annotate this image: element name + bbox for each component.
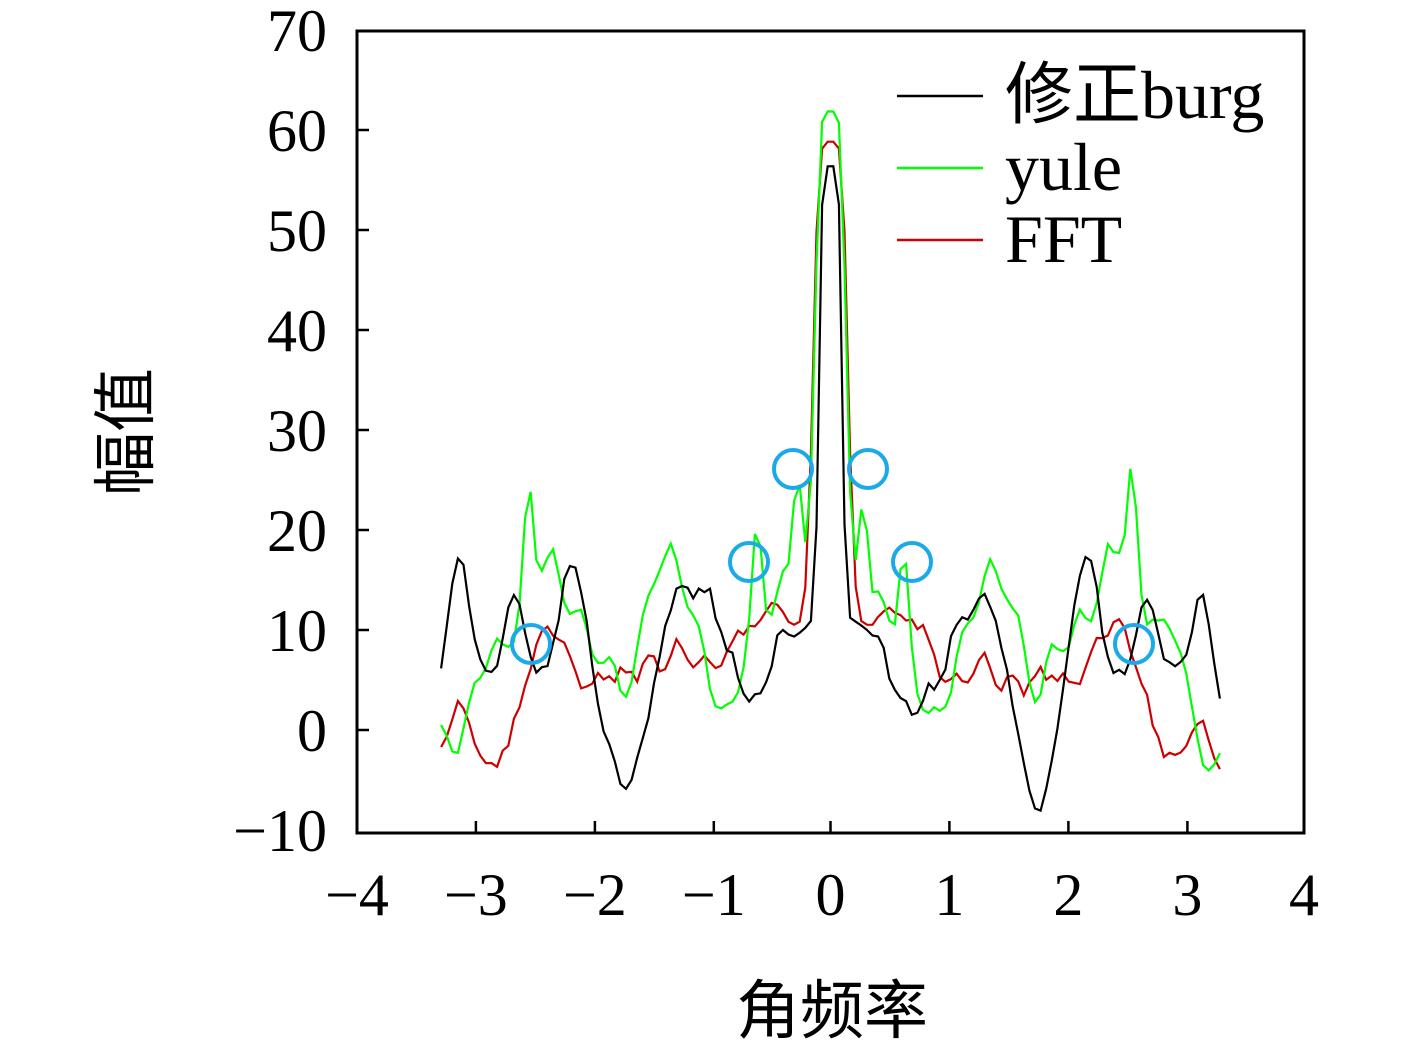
svg-text:−10: −10 [233,798,327,864]
svg-text:−4: −4 [325,862,389,928]
svg-text:角频率: 角频率 [736,976,928,1047]
svg-text:50: 50 [267,198,327,264]
svg-text:−3: −3 [444,862,508,928]
svg-text:−1: −1 [682,862,746,928]
svg-text:−2: −2 [563,862,627,928]
svg-text:40: 40 [267,298,327,364]
svg-text:20: 20 [267,498,327,564]
svg-text:修正burg: 修正burg [1005,57,1264,133]
svg-text:3: 3 [1172,862,1202,928]
svg-text:30: 30 [267,398,327,464]
svg-text:yule: yule [1005,129,1122,205]
svg-text:0: 0 [816,862,846,928]
svg-text:1: 1 [934,862,964,928]
svg-text:60: 60 [267,98,327,164]
svg-text:2: 2 [1053,862,1083,928]
svg-text:4: 4 [1289,862,1319,928]
svg-text:幅值: 幅值 [91,368,162,496]
svg-text:FFT: FFT [1005,201,1122,277]
svg-text:0: 0 [297,698,327,764]
svg-text:10: 10 [267,598,327,664]
svg-text:70: 70 [267,0,327,64]
